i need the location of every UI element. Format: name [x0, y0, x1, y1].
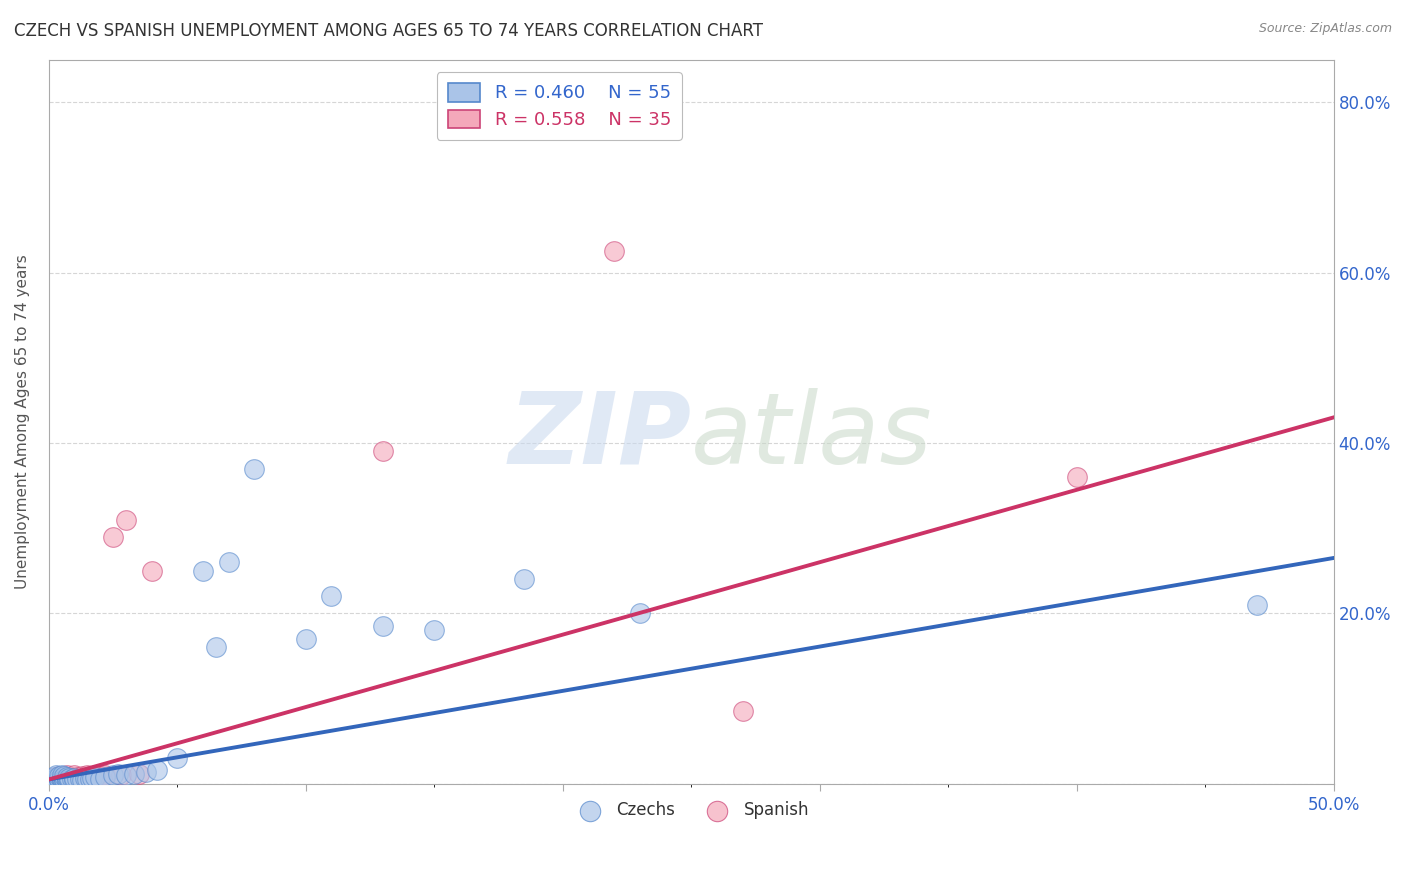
Point: [371, 619, 394, 633]
Point: [63, 773, 86, 788]
Point: [48, 772, 70, 786]
Text: Source: ZipAtlas.com: Source: ZipAtlas.com: [1258, 22, 1392, 36]
Point: [48, 769, 70, 783]
Point: [60, 772, 83, 787]
Point: [94, 770, 117, 784]
Point: [66, 770, 89, 784]
Point: [45, 768, 67, 782]
Point: [45, 772, 67, 787]
Point: [60, 771, 83, 785]
Point: [45, 770, 67, 784]
Point: [45, 772, 67, 787]
Point: [63, 772, 86, 786]
Point: [84, 768, 107, 782]
Point: [94, 768, 117, 782]
Point: [51, 771, 73, 785]
Point: [48, 769, 70, 783]
Point: [63, 768, 86, 782]
Point: [69, 771, 91, 785]
Point: [243, 461, 266, 475]
Point: [294, 632, 316, 646]
Point: [603, 244, 626, 259]
Point: [42, 770, 65, 784]
Point: [55, 774, 77, 789]
Point: [89, 772, 111, 786]
Point: [42, 771, 65, 785]
Point: [321, 590, 343, 604]
Point: [191, 564, 214, 578]
Point: [70, 773, 93, 788]
Point: [1066, 470, 1088, 484]
Point: [107, 766, 129, 780]
Point: [63, 771, 86, 785]
Text: atlas: atlas: [692, 388, 932, 484]
Legend: Czechs, Spanish: Czechs, Spanish: [567, 795, 815, 826]
Point: [76, 772, 98, 786]
Point: [423, 624, 446, 638]
Point: [82, 771, 104, 785]
Point: [141, 564, 163, 578]
Point: [145, 763, 167, 777]
Point: [55, 772, 77, 786]
Point: [628, 607, 651, 621]
Point: [731, 704, 754, 718]
Point: [89, 769, 111, 783]
Point: [51, 768, 73, 782]
Point: [371, 444, 394, 458]
Point: [66, 772, 89, 786]
Point: [41, 772, 63, 787]
Point: [55, 768, 77, 782]
Point: [53, 772, 76, 786]
Point: [218, 555, 240, 569]
Point: [70, 769, 93, 783]
Point: [73, 770, 96, 784]
Y-axis label: Unemployment Among Ages 65 to 74 years: Unemployment Among Ages 65 to 74 years: [15, 254, 30, 589]
Point: [122, 766, 145, 780]
Point: [58, 773, 80, 788]
Point: [41, 772, 63, 787]
Point: [45, 771, 67, 785]
Point: [115, 513, 138, 527]
Text: CZECH VS SPANISH UNEMPLOYMENT AMONG AGES 65 TO 74 YEARS CORRELATION CHART: CZECH VS SPANISH UNEMPLOYMENT AMONG AGES…: [14, 22, 763, 40]
Point: [55, 770, 77, 784]
Point: [48, 773, 70, 788]
Point: [73, 771, 96, 785]
Point: [51, 774, 73, 789]
Text: ZIP: ZIP: [508, 388, 692, 484]
Point: [55, 772, 77, 787]
Point: [204, 640, 226, 655]
Point: [51, 772, 73, 787]
Point: [42, 772, 65, 786]
Point: [41, 774, 63, 789]
Point: [69, 772, 91, 787]
Point: [58, 770, 80, 784]
Point: [101, 530, 124, 544]
Point: [79, 772, 101, 787]
Point: [51, 770, 73, 784]
Point: [110, 768, 132, 782]
Point: [45, 774, 67, 789]
Point: [58, 771, 80, 785]
Point: [82, 770, 104, 784]
Point: [128, 766, 150, 780]
Point: [135, 764, 157, 779]
Point: [53, 771, 76, 785]
Point: [76, 768, 98, 782]
Point: [53, 773, 76, 788]
Point: [166, 751, 188, 765]
Point: [48, 772, 70, 786]
Point: [115, 768, 138, 782]
Point: [1246, 598, 1268, 612]
Point: [42, 773, 65, 788]
Point: [79, 769, 101, 783]
Point: [101, 768, 124, 782]
Point: [53, 769, 76, 783]
Point: [42, 773, 65, 788]
Point: [513, 572, 536, 586]
Point: [84, 770, 107, 784]
Point: [51, 772, 73, 787]
